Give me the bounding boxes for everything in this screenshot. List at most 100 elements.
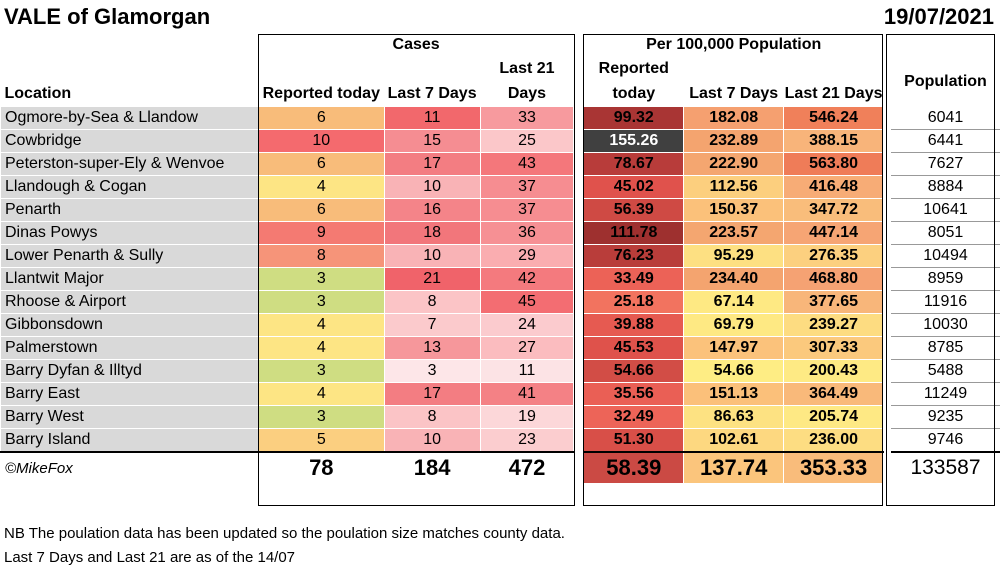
population-cell: 11916 <box>891 290 1000 314</box>
population-cell: 8884 <box>891 175 1000 199</box>
reported-cell: 6 <box>257 152 385 176</box>
location-cell: Cowbridge <box>0 129 259 153</box>
reported-cell: 6 <box>257 198 385 222</box>
population-cell: 7627 <box>891 152 1000 176</box>
page-title: VALE of Glamorgan <box>4 4 211 29</box>
last21-cell: 23 <box>479 428 575 453</box>
population-cell: 10641 <box>891 198 1000 222</box>
location-cell: Gibbonsdown <box>0 313 259 337</box>
l21_100-cell: 563.80 <box>783 152 885 176</box>
r100-cell: 25.18 <box>583 290 685 314</box>
r100-cell: 51.30 <box>583 428 685 453</box>
location-cell: Llantwit Major <box>0 267 259 291</box>
table-row: Peterston-super-Ely & Wenvoe 6 17 43 78.67 22… <box>0 152 1000 176</box>
last7-cell: 13 <box>383 336 481 360</box>
l7_100-cell: 67.14 <box>683 290 785 314</box>
last7-100k-col-header: Last 7 Days <box>683 56 784 107</box>
table-row: Barry Island 5 10 23 51.30 102.61 236.00 9746 <box>0 428 1000 453</box>
l21_100-cell: 447.14 <box>783 221 885 245</box>
last21-cell: 42 <box>479 267 575 291</box>
r100-cell: 56.39 <box>583 198 685 222</box>
l7_100-cell: 234.40 <box>683 267 785 291</box>
report-date: 19/07/2021 <box>883 4 994 29</box>
table-row: Llandough & Cogan 4 10 37 45.02 112.56 416.48 8… <box>0 175 1000 199</box>
last21-100k-col-header: Last 21 Days <box>783 56 884 107</box>
location-cell: Palmerstown <box>0 336 259 360</box>
notes: NB The poulation data has been updated s… <box>4 522 565 570</box>
r100-cell: 99.32 <box>583 106 685 130</box>
total-last21-100k: 353.33 <box>783 451 885 484</box>
last21-cell: 29 <box>479 244 575 268</box>
population-cell: 9746 <box>891 428 1000 453</box>
reported-cell: 4 <box>257 313 385 337</box>
last21-col-header: Last 21 Days <box>480 56 574 107</box>
reported-cell: 6 <box>257 106 385 130</box>
l21_100-cell: 468.80 <box>783 267 885 291</box>
r100-cell: 78.67 <box>583 152 685 176</box>
location-cell: Barry West <box>0 405 259 429</box>
table-row: Llantwit Major 3 21 42 33.49 234.40 468.80 8959 <box>0 267 1000 291</box>
r100-cell: 111.78 <box>583 221 685 245</box>
reported-100k-col-header: Reported today <box>583 56 684 107</box>
r100-cell: 45.53 <box>583 336 685 360</box>
last21-cell: 45 <box>479 290 575 314</box>
last7-cell: 10 <box>383 244 481 268</box>
last21-cell: 41 <box>479 382 575 406</box>
r100-cell: 39.88 <box>583 313 685 337</box>
last7-cell: 21 <box>383 267 481 291</box>
l21_100-cell: 236.00 <box>783 428 885 453</box>
population-cell: 6041 <box>891 106 1000 130</box>
l21_100-cell: 377.65 <box>783 290 885 314</box>
last21-cell: 33 <box>479 106 575 130</box>
l7_100-cell: 223.57 <box>683 221 785 245</box>
l21_100-cell: 364.49 <box>783 382 885 406</box>
l7_100-cell: 222.90 <box>683 152 785 176</box>
last7-cell: 18 <box>383 221 481 245</box>
l21_100-cell: 276.35 <box>783 244 885 268</box>
total-last21: 472 <box>479 451 575 484</box>
cases-group-header: Cases <box>258 34 574 56</box>
l7_100-cell: 182.08 <box>683 106 785 130</box>
table-row: Ogmore-by-Sea & Llandow 6 11 33 99.32 182.08 5… <box>0 106 1000 130</box>
population-cell: 6441 <box>891 129 1000 153</box>
reported-col-header: Reported today <box>258 56 385 107</box>
reported-cell: 3 <box>257 405 385 429</box>
last7-cell: 8 <box>383 290 481 314</box>
population-cell: 8051 <box>891 221 1000 245</box>
l21_100-cell: 239.27 <box>783 313 885 337</box>
credit-label: ©MikeFox <box>0 451 259 484</box>
table-row: Lower Penarth & Sully 8 10 29 76.23 95.29 276.… <box>0 244 1000 268</box>
location-cell: Lower Penarth & Sully <box>0 244 259 268</box>
last7-cell: 10 <box>383 428 481 453</box>
population-cell: 10030 <box>891 313 1000 337</box>
l21_100-cell: 200.43 <box>783 359 885 383</box>
note-line-2: Last 7 Days and Last 21 are as of the 14… <box>4 549 296 566</box>
location-cell: Barry Dyfan & Illtyd <box>0 359 259 383</box>
r100-cell: 33.49 <box>583 267 685 291</box>
table-row: Gibbonsdown 4 7 24 39.88 69.79 239.27 10030 <box>0 313 1000 337</box>
reported-cell: 10 <box>257 129 385 153</box>
reported-cell: 4 <box>257 382 385 406</box>
l7_100-cell: 112.56 <box>683 175 785 199</box>
column-header-row: Location Reported today Last 7 Days Last… <box>0 56 1000 107</box>
reported-cell: 9 <box>257 221 385 245</box>
totals-row: ©MikeFox 78 184 472 58.39 137.74 353.33 133587 <box>0 451 1000 484</box>
last21-cell: 37 <box>479 198 575 222</box>
total-last7-100k: 137.74 <box>683 451 785 484</box>
last7-cell: 8 <box>383 405 481 429</box>
table-row: Rhoose & Airport 3 8 45 25.18 67.14 377.65 1191… <box>0 290 1000 314</box>
table-row: Barry West 3 8 19 32.49 86.63 205.74 9235 <box>0 405 1000 429</box>
reported-cell: 8 <box>257 244 385 268</box>
last7-cell: 17 <box>383 152 481 176</box>
l7_100-cell: 147.97 <box>683 336 785 360</box>
total-reported-100k: 58.39 <box>583 451 685 484</box>
l7_100-cell: 151.13 <box>683 382 785 406</box>
last7-cell: 7 <box>383 313 481 337</box>
l7_100-cell: 54.66 <box>683 359 785 383</box>
per100k-group-header: Per 100,000 Population <box>583 34 884 56</box>
last21-cell: 19 <box>479 405 575 429</box>
location-cell: Barry East <box>0 382 259 406</box>
last21-cell: 37 <box>479 175 575 199</box>
last7-cell: 17 <box>383 382 481 406</box>
last21-cell: 36 <box>479 221 575 245</box>
